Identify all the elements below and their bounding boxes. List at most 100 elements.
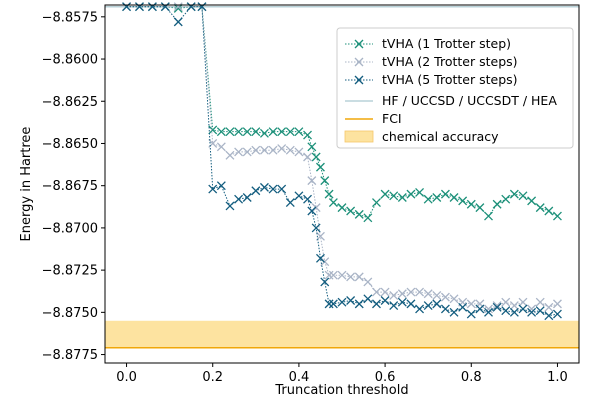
series-2-point (268, 145, 278, 155)
series-1-point (251, 127, 261, 137)
series-3-point (492, 302, 502, 312)
series-1-point (518, 191, 528, 201)
series-3-point (475, 304, 485, 314)
series-3-point (320, 277, 330, 287)
series-1-point (501, 194, 511, 204)
series-3-point (509, 307, 519, 317)
series-1-point (324, 189, 334, 199)
series-3-point (501, 306, 511, 316)
series-2-point (363, 277, 373, 287)
series-1-point (492, 199, 502, 209)
series-1-point (277, 127, 287, 137)
x-axis-label: Truncation threshold (274, 383, 408, 398)
series-3-point (363, 294, 373, 304)
legend-label-series-3: tVHA (5 Trotter steps) (382, 72, 518, 87)
y-tick-label: −8.8775 (42, 348, 98, 363)
series-3-point (303, 194, 312, 204)
x-tick-label: 0.4 (289, 370, 310, 385)
series-2-point (173, 2, 183, 12)
series-2-point (535, 297, 545, 307)
series-3-point (535, 306, 545, 316)
legend-label-fci: FCI (382, 111, 402, 126)
series-2-point (449, 294, 459, 304)
series-3-point (466, 309, 476, 319)
series-2-point (216, 142, 226, 152)
chemical-accuracy-band (105, 320, 579, 348)
series-1-point (415, 187, 425, 197)
series-3-point (423, 301, 433, 311)
series-3-point (294, 191, 304, 201)
y-tick-label: −8.8625 (42, 95, 98, 110)
series-3-point (307, 206, 317, 216)
series-2-point (440, 292, 450, 302)
series-1-point (242, 127, 252, 137)
series-3-point (354, 299, 364, 309)
x-tick-label: 0.8 (461, 370, 482, 385)
series-3-point (186, 2, 196, 12)
series-2-point (346, 272, 356, 282)
series-1-point (544, 206, 554, 216)
series-3-point (225, 201, 235, 211)
series-1-point (440, 189, 450, 199)
series-2-point (294, 147, 304, 157)
series-1-line (126, 6, 558, 219)
legend-marker-series-2 (354, 57, 364, 67)
series-2-point (501, 297, 511, 307)
series-1-point (535, 203, 545, 213)
plot-frame (104, 4, 580, 364)
legend-patch-chemical-accuracy (344, 130, 374, 143)
series-3 (122, 2, 562, 321)
series-2-point (311, 203, 321, 213)
y-axis-label: Energy in Hartree (19, 127, 34, 242)
series-3-point (147, 2, 157, 12)
series-2-point (492, 301, 502, 311)
series-3-point (372, 299, 381, 309)
series-1-point (268, 127, 278, 137)
series-2-point (285, 145, 295, 155)
series-2-point (307, 176, 317, 186)
series-1-point (208, 125, 218, 135)
series-1-point (294, 127, 304, 137)
y-tick-label: −8.8750 (42, 306, 98, 321)
series-2-point (423, 289, 433, 299)
series-1-point (509, 189, 519, 199)
series-2-point (406, 287, 416, 297)
series-1-point (389, 191, 399, 201)
series-3-point (160, 2, 170, 12)
series-1-point (527, 196, 537, 206)
series-1-point (406, 189, 416, 199)
series-3-point (544, 311, 554, 321)
series-2-point (415, 287, 425, 297)
series-1-point (552, 211, 562, 221)
series-3-point (216, 181, 226, 191)
series-1-point (380, 189, 390, 199)
series-2-point (544, 302, 554, 312)
series-2-point (389, 290, 399, 300)
series-1-point (307, 142, 317, 152)
y-tick-label: −8.8675 (42, 179, 98, 194)
series-3-point (552, 309, 562, 319)
series-3-point (380, 296, 390, 305)
series-3-point (415, 304, 425, 314)
series-1-point (363, 213, 373, 223)
series-3-point (173, 17, 183, 27)
series-3-point (346, 296, 356, 305)
series-3-point (440, 304, 450, 314)
series-1-point (216, 127, 226, 137)
legend: tVHA (1 Trotter step) tVHA (2 Trotter st… (336, 27, 574, 149)
legend-label-hf: HF / UCCSD / UCCSDT / HEA (382, 93, 557, 108)
series-2-point (372, 287, 381, 297)
series-3-point (406, 299, 416, 309)
axes: 0.0 0.2 0.4 0.6 0.8 1.0 −8.8575 −8.8600 −8.8625 −… (42, 10, 568, 385)
series-2-point (397, 289, 407, 299)
series-2-point (518, 297, 528, 307)
y-tick-label: −8.8650 (42, 137, 98, 152)
series-1-point (475, 203, 485, 213)
series-2-point (277, 144, 287, 153)
series-2-point (432, 290, 442, 300)
series-2-point (466, 299, 476, 309)
series-1-point (225, 127, 235, 137)
series-3-point (311, 223, 321, 233)
series-3-point (324, 299, 334, 309)
